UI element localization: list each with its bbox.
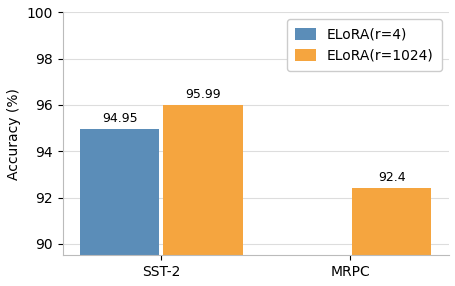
Text: 89.22: 89.22 bbox=[0, 285, 1, 286]
Legend: ELoRA(r=4), ELoRA(r=1024): ELoRA(r=4), ELoRA(r=1024) bbox=[286, 19, 441, 71]
Text: 95.99: 95.99 bbox=[185, 88, 220, 101]
Y-axis label: Accuracy (%): Accuracy (%) bbox=[7, 88, 21, 180]
Text: 92.4: 92.4 bbox=[377, 171, 405, 184]
Bar bbox=[351, 188, 430, 286]
Text: 94.95: 94.95 bbox=[102, 112, 137, 125]
Bar bbox=[163, 105, 242, 286]
Bar bbox=[80, 129, 159, 286]
Bar bbox=[268, 262, 348, 286]
